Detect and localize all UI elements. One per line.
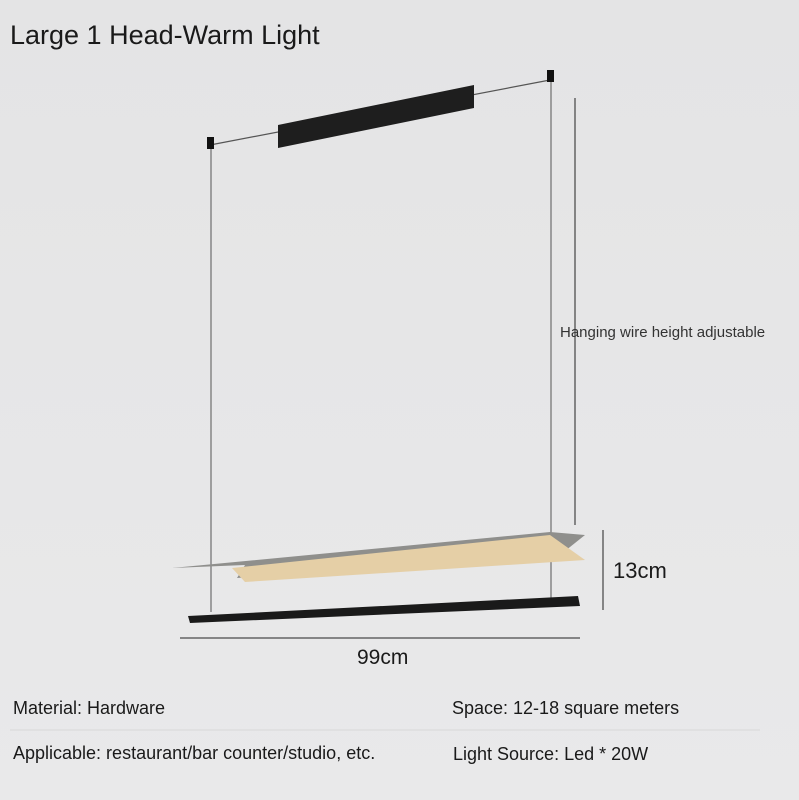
width-label: 99cm — [357, 646, 409, 669]
spec-light-source: Light Source: Led * 20W — [453, 744, 649, 764]
wire-note: Hanging wire height adjustable — [560, 324, 766, 341]
spec-applicable: Applicable: restaurant/bar counter/studi… — [13, 743, 376, 763]
title: Large 1 Head-Warm Light — [10, 20, 320, 50]
spec-material: Material: Hardware — [13, 698, 166, 718]
spec-space: Space: 12-18 square meters — [452, 698, 680, 718]
height-label: 13cm — [613, 558, 667, 583]
